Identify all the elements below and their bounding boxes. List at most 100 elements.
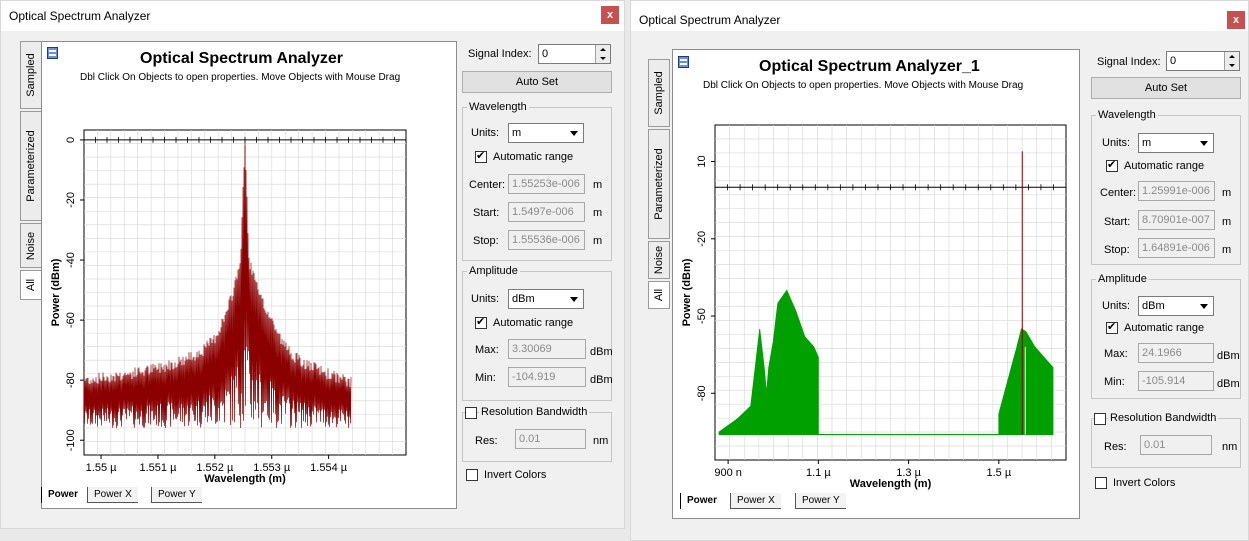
spectrum-chart[interactable]: 10 -20 -50 -80 900 n 1.1 µ 1.3 µ 1.5 µ Wavelengt… [673, 50, 1081, 490]
series-group [83, 140, 352, 429]
signal-index-label: Signal Index: [468, 48, 532, 60]
plot-panel[interactable]: Optical Spectrum Analyzer_1 Dbl Click On… [672, 49, 1080, 519]
x-axis-label: Wavelength (m) [850, 478, 932, 490]
center-field[interactable]: 1.55253e-006 [508, 174, 585, 194]
tab-power-y[interactable]: Power Y [151, 487, 202, 503]
spectrum-band-0 [718, 289, 819, 435]
auto-set-button[interactable]: Auto Set [1091, 77, 1241, 99]
y-tick-label: -20 [65, 192, 77, 208]
amplitude-auto-range-checkbox[interactable] [475, 315, 487, 329]
side-tabs: Sampled Parameterized Noise All [648, 59, 670, 309]
stop-field[interactable]: 1.55536e-006 [508, 230, 585, 250]
controls-pane: Signal Index: 0 Auto Set Wavelength Unit… [1087, 45, 1247, 535]
tab-power-y[interactable]: Power Y [795, 493, 846, 509]
amplitude-group: Amplitude Units: dBm Automatic range Max… [462, 265, 613, 401]
window-title: Optical Spectrum Analyzer [9, 9, 151, 23]
max-field[interactable]: 3.30069 [508, 339, 586, 359]
background-strip-bottom [0, 529, 625, 541]
title-bar[interactable]: Optical Spectrum Analyzer x [631, 1, 1248, 31]
signal-index-spinner[interactable]: 0 [1166, 51, 1240, 71]
x-tick-label: 1.551 µ [139, 462, 177, 474]
y-tick-label: 0 [65, 137, 77, 143]
resolution-bandwidth-checkbox[interactable] [465, 407, 477, 419]
tab-power[interactable]: Power [41, 487, 85, 503]
tab-parameterized[interactable]: Parameterized [648, 129, 670, 239]
amplitude-units-select[interactable]: dBm [1138, 296, 1214, 316]
spectrum-chart[interactable]: 0 -20 -40 -60 -80 -100 1.55 µ 1.551 µ 1.552 µ 1.5… [42, 42, 458, 485]
spinner-arrows[interactable] [1224, 52, 1239, 70]
min-field[interactable]: -104.919 [508, 367, 586, 387]
wavelength-units-select[interactable]: m [1138, 133, 1214, 153]
wavelength-auto-range-checkbox[interactable] [1106, 158, 1118, 172]
x-tick-label: 1.552 µ [196, 462, 234, 474]
amplitude-units-select[interactable]: dBm [508, 289, 584, 309]
stop-field[interactable]: 1.64891e-006 [1138, 238, 1215, 258]
tab-all[interactable]: All [20, 270, 42, 300]
y-tick-label: -100 [65, 429, 77, 451]
auto-set-button[interactable]: Auto Set [462, 71, 612, 93]
amplitude-auto-range-checkbox[interactable] [1106, 320, 1118, 334]
tab-sampled[interactable]: Sampled [20, 41, 42, 109]
tab-noise[interactable]: Noise [648, 241, 670, 279]
tab-noise[interactable]: Noise [20, 223, 42, 268]
x-tick-label: 900 n [714, 467, 742, 479]
tab-parameterized[interactable]: Parameterized [20, 111, 42, 221]
background-strip [625, 0, 631, 541]
x-axis-label: Wavelength (m) [204, 473, 286, 485]
title-bar[interactable]: Optical Spectrum Analyzer x [1, 1, 624, 31]
invert-colors-checkbox[interactable] [466, 469, 478, 481]
spectrum-trace [83, 140, 352, 429]
invert-colors-checkbox[interactable] [1095, 477, 1107, 489]
min-field[interactable]: -105.914 [1138, 371, 1214, 391]
chevron-down-icon [1197, 299, 1211, 313]
osa-window-2: Optical Spectrum Analyzer x Sampled Para… [630, 0, 1249, 541]
optiwave-icon [678, 56, 689, 68]
resolution-group: Resolution Bandwidth Res: 0.01 nm [462, 406, 612, 462]
chevron-down-icon [567, 126, 581, 140]
res-field[interactable]: 0.01 [1140, 435, 1212, 455]
amplitude-group: Amplitude Units: dBm Automatic range Max… [1091, 273, 1241, 399]
spinner-arrows[interactable] [595, 45, 610, 63]
bottom-tabs: Power Power X Power Y [680, 493, 920, 510]
invert-colors-label: Invert Colors [1113, 477, 1176, 489]
wavelength-group: Wavelength Units: m Automatic range Cent… [1091, 109, 1241, 265]
tab-power[interactable]: Power [680, 493, 724, 509]
window-title: Optical Spectrum Analyzer [639, 13, 781, 27]
x-tick-label: 1.554 µ [310, 462, 348, 474]
resolution-bandwidth-checkbox[interactable] [1094, 413, 1106, 425]
max-field[interactable]: 24.1966 [1138, 343, 1214, 363]
optiwave-icon [47, 47, 58, 59]
x-tick-label: 1.1 µ [806, 467, 831, 479]
y-tick-label: -60 [65, 312, 77, 328]
start-field[interactable]: 1.5497e-006 [508, 202, 585, 222]
tab-sampled[interactable]: Sampled [648, 59, 670, 127]
y-axis-label: Power (dBm) [50, 258, 62, 326]
plot-title: Optical Spectrum Analyzer [140, 50, 344, 67]
y-tick-label: -50 [696, 308, 708, 324]
wavelength-auto-range-checkbox[interactable] [475, 149, 487, 163]
x-tick-label: 1.553 µ [253, 462, 291, 474]
x-tick-label: 1.55 µ [86, 462, 117, 474]
tab-all[interactable]: All [648, 281, 670, 309]
plot-hint: Dbl Click On Objects to open properties.… [80, 72, 401, 83]
tab-power-x[interactable]: Power X [730, 493, 781, 509]
wavelength-units-select[interactable]: m [508, 123, 584, 143]
y-tick-label: -80 [696, 385, 708, 401]
start-field[interactable]: 8.70901e-007 [1138, 210, 1215, 230]
x-tick-label: 1.5 µ [986, 467, 1011, 479]
plot-hint: Dbl Click On Objects to open properties.… [703, 80, 1024, 91]
side-tabs: Sampled Parameterized Noise All [20, 41, 42, 301]
series-group [718, 151, 1054, 435]
res-field[interactable]: 0.01 [515, 429, 586, 449]
bottom-tabs: Power Power X Power Y [41, 487, 281, 504]
controls-pane: Signal Index: 0 Auto Set Wavelength Unit… [460, 37, 620, 517]
tab-power-x[interactable]: Power X [87, 487, 138, 503]
osa-window-1: Optical Spectrum Analyzer x Sampled Para… [0, 0, 625, 529]
close-button[interactable]: x [601, 6, 619, 24]
close-button[interactable]: x [1227, 11, 1245, 29]
x-tick-label: 1.3 µ [896, 467, 921, 479]
plot-title: Optical Spectrum Analyzer_1 [759, 58, 980, 75]
signal-index-spinner[interactable]: 0 [538, 44, 611, 64]
plot-panel[interactable]: Optical Spectrum Analyzer Dbl Click On O… [41, 41, 457, 509]
center-field[interactable]: 1.25991e-006 [1138, 181, 1215, 201]
